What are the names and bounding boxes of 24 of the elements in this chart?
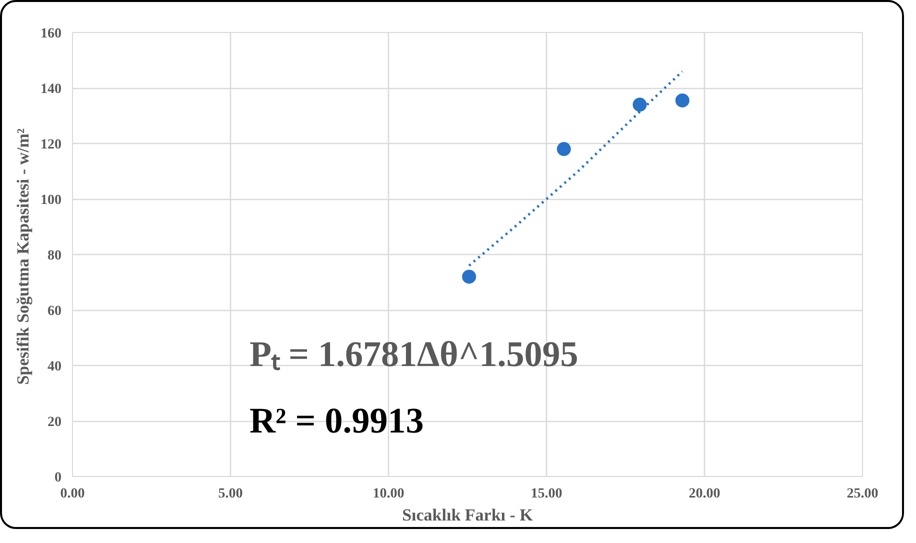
point [675, 94, 690, 108]
y-tick-label: 20 [48, 415, 62, 430]
x-tick-label: 25.00 [846, 486, 878, 502]
line-series [468, 70, 684, 267]
x-axis-title: Sıcaklık Farkı - K [402, 506, 534, 524]
point [556, 142, 571, 156]
y-tick-label: 60 [48, 304, 62, 319]
annotation: R² = 0.9913 [249, 400, 424, 440]
y-tick-label: 40 [48, 360, 62, 374]
y-tick-label: 140 [40, 82, 62, 97]
y-tick-label: 120 [40, 138, 62, 152]
x-tick-label: 0.00 [60, 486, 85, 502]
y-tick-label: 0 [54, 470, 62, 486]
point [462, 270, 476, 284]
x-tick-label: 20.00 [688, 486, 720, 502]
y-axis-title: Spesifik Soğutma Kapasitesi - w/m² [14, 128, 32, 385]
x-tick-label: 5.00 [218, 486, 243, 502]
y-tick-label: 100 [40, 193, 62, 208]
x-tick-label: 10.00 [372, 486, 404, 502]
y-tick-label: 80 [48, 248, 62, 264]
y-tick-label: 160 [40, 26, 62, 42]
annotation: Pₜ = 1.6781Δθ^1.5095 [249, 334, 578, 374]
point [632, 98, 647, 112]
x-tick-label: 15.00 [530, 486, 562, 502]
